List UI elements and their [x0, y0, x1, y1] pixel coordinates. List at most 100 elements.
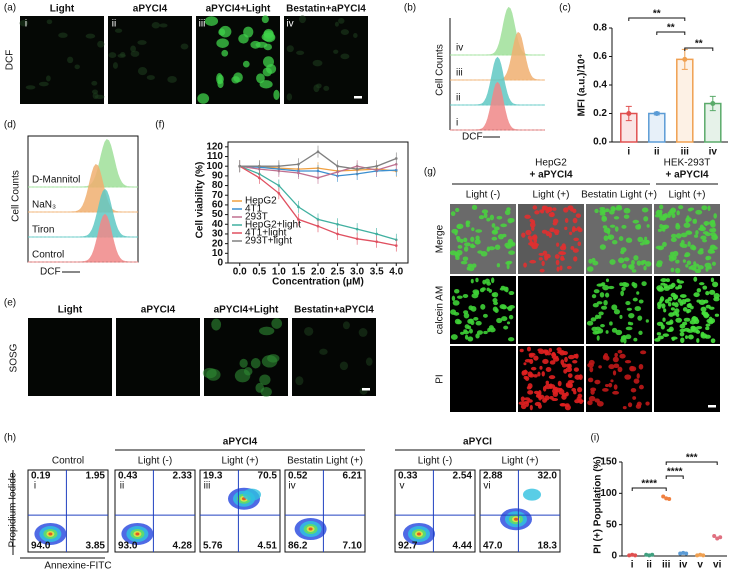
cell — [710, 250, 716, 254]
cell — [619, 314, 623, 320]
x-tick-label: ii — [646, 560, 652, 571]
cell — [638, 330, 643, 335]
cell — [683, 222, 691, 228]
panel-numeral: ii — [112, 19, 116, 30]
cell — [676, 210, 680, 216]
cell — [528, 242, 535, 246]
cell — [670, 292, 677, 298]
cell — [598, 365, 602, 369]
cell — [450, 309, 457, 315]
cell — [519, 348, 524, 353]
y-tick-label: 70 — [212, 190, 224, 201]
cell — [501, 305, 507, 310]
cell — [625, 301, 631, 306]
cell — [218, 28, 226, 36]
y-tick-label: 50 — [212, 209, 224, 220]
cell — [574, 374, 581, 380]
cell — [590, 317, 597, 322]
cell — [559, 265, 563, 271]
sig-bracket — [665, 461, 718, 465]
cell — [552, 391, 559, 397]
x-tick-label: 3.5 — [370, 267, 384, 278]
point — [277, 164, 281, 168]
cell — [675, 286, 680, 290]
cell — [491, 236, 498, 241]
cell — [564, 226, 568, 231]
cell — [664, 299, 670, 304]
cell — [615, 206, 623, 211]
micrograph — [28, 318, 112, 396]
cell — [610, 206, 616, 212]
quadrant-value: 5.76 — [203, 541, 223, 552]
cell — [570, 208, 575, 212]
row-label: PI — [435, 374, 446, 383]
point — [701, 553, 706, 558]
cell — [339, 361, 349, 371]
cell — [687, 334, 694, 340]
cell — [631, 281, 636, 287]
cell — [693, 292, 700, 298]
point — [258, 176, 261, 180]
cell — [643, 265, 647, 271]
cell — [700, 333, 708, 339]
histogram — [450, 6, 545, 56]
panel-label: (b) — [404, 3, 416, 14]
cell — [693, 234, 699, 238]
cell — [594, 326, 601, 331]
cell — [679, 331, 685, 337]
cell — [482, 313, 488, 318]
cell — [696, 299, 701, 303]
cell — [496, 215, 503, 220]
point — [644, 552, 649, 557]
cell — [460, 331, 465, 335]
cell — [520, 403, 527, 410]
cell — [543, 253, 551, 259]
cell — [564, 356, 568, 363]
cell — [659, 298, 663, 304]
cell — [521, 232, 526, 238]
cell — [685, 264, 689, 268]
axis-label: SOSG — [9, 343, 20, 372]
cell — [554, 254, 560, 259]
cell — [483, 212, 488, 219]
bar — [648, 112, 666, 143]
cell — [589, 366, 594, 373]
cell — [676, 278, 680, 283]
cell — [620, 290, 624, 297]
cell — [714, 313, 720, 317]
cell — [561, 394, 567, 400]
cell — [255, 41, 268, 48]
cell — [586, 320, 594, 326]
cell — [531, 244, 538, 250]
cell — [545, 380, 549, 385]
cell — [261, 355, 278, 368]
cell — [609, 321, 613, 326]
x-tick-label: i — [631, 560, 634, 571]
cell — [459, 238, 464, 244]
cell — [617, 366, 623, 373]
y-tick-label: 20 — [212, 238, 224, 249]
condition-label: Light (+) — [222, 456, 259, 467]
cell — [67, 56, 74, 64]
cell — [542, 349, 549, 353]
cell — [645, 239, 650, 245]
cell — [547, 207, 552, 211]
cell — [538, 252, 545, 256]
cell — [204, 16, 219, 26]
cell — [668, 254, 674, 259]
cell — [529, 404, 533, 411]
point — [297, 218, 300, 221]
sig-bracket — [684, 47, 714, 51]
cell — [548, 347, 553, 353]
column-title: aPYCI4+Light — [206, 4, 271, 15]
cell — [626, 307, 632, 311]
y-tick-label: 0.6 — [593, 51, 607, 62]
cell — [533, 374, 538, 378]
cell — [656, 262, 663, 268]
quadrant-value: 6.21 — [343, 471, 363, 482]
cell — [465, 220, 471, 225]
cell — [609, 259, 616, 265]
cell — [286, 45, 294, 53]
cell — [537, 394, 545, 400]
quadrant-value: 19.3 — [203, 471, 223, 482]
